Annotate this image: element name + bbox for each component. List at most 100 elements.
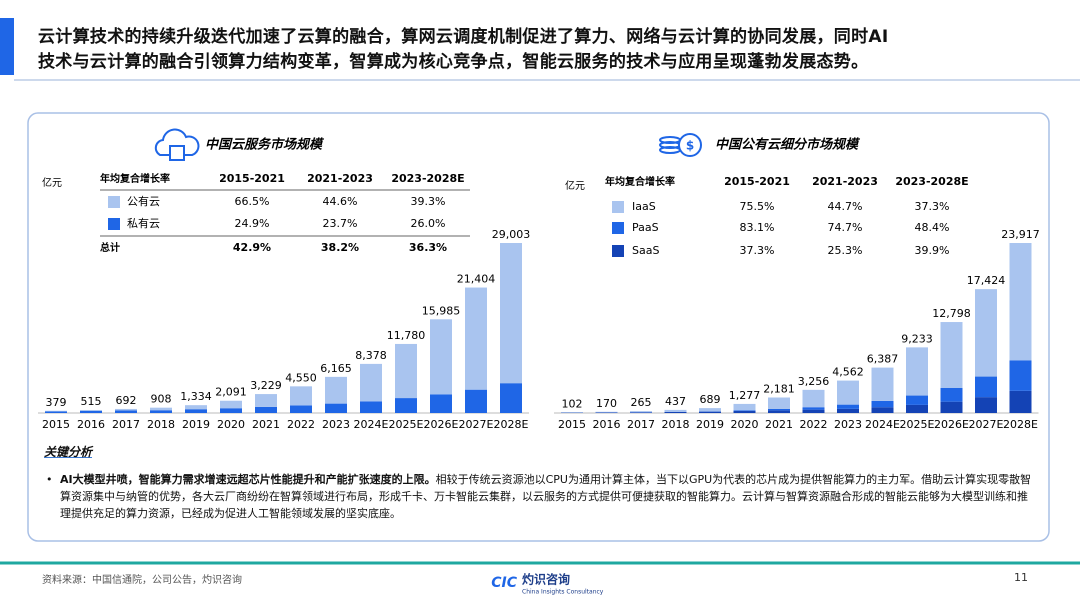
bullet-bold: AI大模型井喷，智能算力需求增速远超芯片性能提升和产能扩张速度的上限。 <box>60 473 436 486</box>
bar-segment <box>837 380 859 405</box>
bar-segment <box>664 409 687 412</box>
total-label: 总计 <box>100 241 120 254</box>
bar-segment <box>80 410 102 413</box>
legend-label: 私有云 <box>127 216 160 230</box>
bar-segment <box>150 407 172 411</box>
bar-segment <box>733 410 756 412</box>
total-data-label: 17,424 <box>967 274 1006 287</box>
panel <box>27 112 1050 542</box>
cagr-period: 2015-2021 <box>219 172 285 185</box>
cagr-label: 年均复合增长率 <box>605 175 675 188</box>
total-data-label: 9,233 <box>901 332 933 345</box>
total-data-label: 15,985 <box>422 304 461 317</box>
bar-segment <box>45 411 67 413</box>
total-data-label: 3,229 <box>250 379 282 392</box>
legend-swatch <box>612 222 624 234</box>
total-data-label: 21,404 <box>457 273 496 286</box>
legend-label: PaaS <box>632 221 659 234</box>
total-data-label: 102 <box>562 397 583 410</box>
x-tick-label: 2018 <box>147 418 175 431</box>
bar-segment <box>975 397 997 413</box>
bar-segment <box>150 410 172 413</box>
bar-segment <box>395 398 417 413</box>
x-tick-label: 2025E <box>900 418 935 431</box>
total-data-label: 2,181 <box>763 382 795 395</box>
x-tick-label: 2022 <box>800 418 828 431</box>
cagr-value: 24.9% <box>235 217 270 230</box>
bar-segment <box>220 408 242 413</box>
total-value: 38.2% <box>321 241 359 254</box>
bar-segment <box>664 411 687 413</box>
x-tick-label: 2015 <box>42 418 70 431</box>
bar-segment <box>630 412 652 413</box>
x-tick-label: 2020 <box>217 418 245 431</box>
bar-segment <box>906 395 928 405</box>
page-number: 11 <box>1014 571 1028 584</box>
header-title: 云计算技术的持续升级迭代加速了云算的融合，算网云调度机制促进了算力、网络与云计算… <box>38 25 888 75</box>
bar-segment <box>115 410 137 413</box>
bar-segment <box>871 400 894 408</box>
bar-segment <box>699 411 721 413</box>
cagr-period: 2015-2021 <box>724 175 790 188</box>
bar-segment <box>325 376 347 404</box>
cloud-icon <box>154 128 200 161</box>
bar-segment <box>975 289 997 377</box>
legend-swatch <box>612 245 624 257</box>
coins-icon <box>659 133 702 157</box>
bar-segment <box>768 410 790 413</box>
bar-segment <box>630 411 652 413</box>
cagr-period: 2021-2023 <box>307 172 373 185</box>
x-tick-label: 2024E <box>354 418 389 431</box>
x-tick-label: 2023 <box>322 418 350 431</box>
bullet-text: 相较于传统云资源池以CPU为通用计算主体，当下以GPU为代表的芯片成为提供智能算… <box>60 473 1032 520</box>
legend-label: 公有云 <box>127 194 160 208</box>
logo-sub: China Insights Consultancy <box>522 589 604 596</box>
bar-segment <box>500 243 522 384</box>
bar-segment <box>255 394 277 407</box>
bar-segment <box>768 397 790 409</box>
cagr-value: 25.3% <box>828 244 863 257</box>
bar-segment <box>837 408 859 413</box>
cagr-period: 2023-2028E <box>391 172 464 185</box>
bar-segment <box>500 383 522 413</box>
logo-mark: CIC <box>491 575 517 591</box>
bar-segment <box>430 319 452 395</box>
x-tick-label: 2019 <box>696 418 724 431</box>
bar-segment <box>360 401 382 413</box>
legend-label: IaaS <box>632 200 656 213</box>
total-data-label: 6,387 <box>867 353 899 366</box>
cagr-value: 23.7% <box>323 217 358 230</box>
bar-segment <box>940 401 963 413</box>
bar-segment <box>115 408 137 411</box>
bar-segment <box>255 406 277 413</box>
cagr-value: 26.0% <box>411 217 446 230</box>
total-data-label: 4,550 <box>285 371 317 384</box>
bar-segment <box>290 386 312 406</box>
bar-segment <box>906 347 928 396</box>
cagr-value: 44.6% <box>323 195 358 208</box>
bar-segment <box>802 407 825 410</box>
bar-segment <box>395 343 417 399</box>
bar-segment <box>906 404 928 413</box>
total-data-label: 689 <box>700 393 721 406</box>
chart-title: 中国云服务市场规模 <box>205 137 325 153</box>
cagr-value: 44.7% <box>828 200 863 213</box>
cagr-value: 39.9% <box>915 244 950 257</box>
title-line: 技术与云计算的融合引领算力结构变革，智算成为核心竞争点，智能云服务的技术与应用呈… <box>38 52 869 72</box>
total-data-label: 379 <box>46 396 67 409</box>
cagr-value: 74.7% <box>828 221 863 234</box>
x-tick-label: 2015 <box>558 418 586 431</box>
unit-label: 亿元 <box>565 179 585 192</box>
cagr-value: 83.1% <box>740 221 775 234</box>
header-accent <box>0 18 14 75</box>
x-tick-label: 2021 <box>252 418 280 431</box>
total-data-label: 437 <box>665 395 686 408</box>
total-data-label: 12,798 <box>932 307 971 320</box>
cagr-label: 年均复合增长率 <box>100 172 170 185</box>
total-data-label: 29,003 <box>492 228 531 241</box>
legend-swatch <box>108 196 120 208</box>
bar-segment <box>595 411 618 413</box>
bar-segment <box>733 403 756 411</box>
cagr-value: 39.3% <box>411 195 446 208</box>
